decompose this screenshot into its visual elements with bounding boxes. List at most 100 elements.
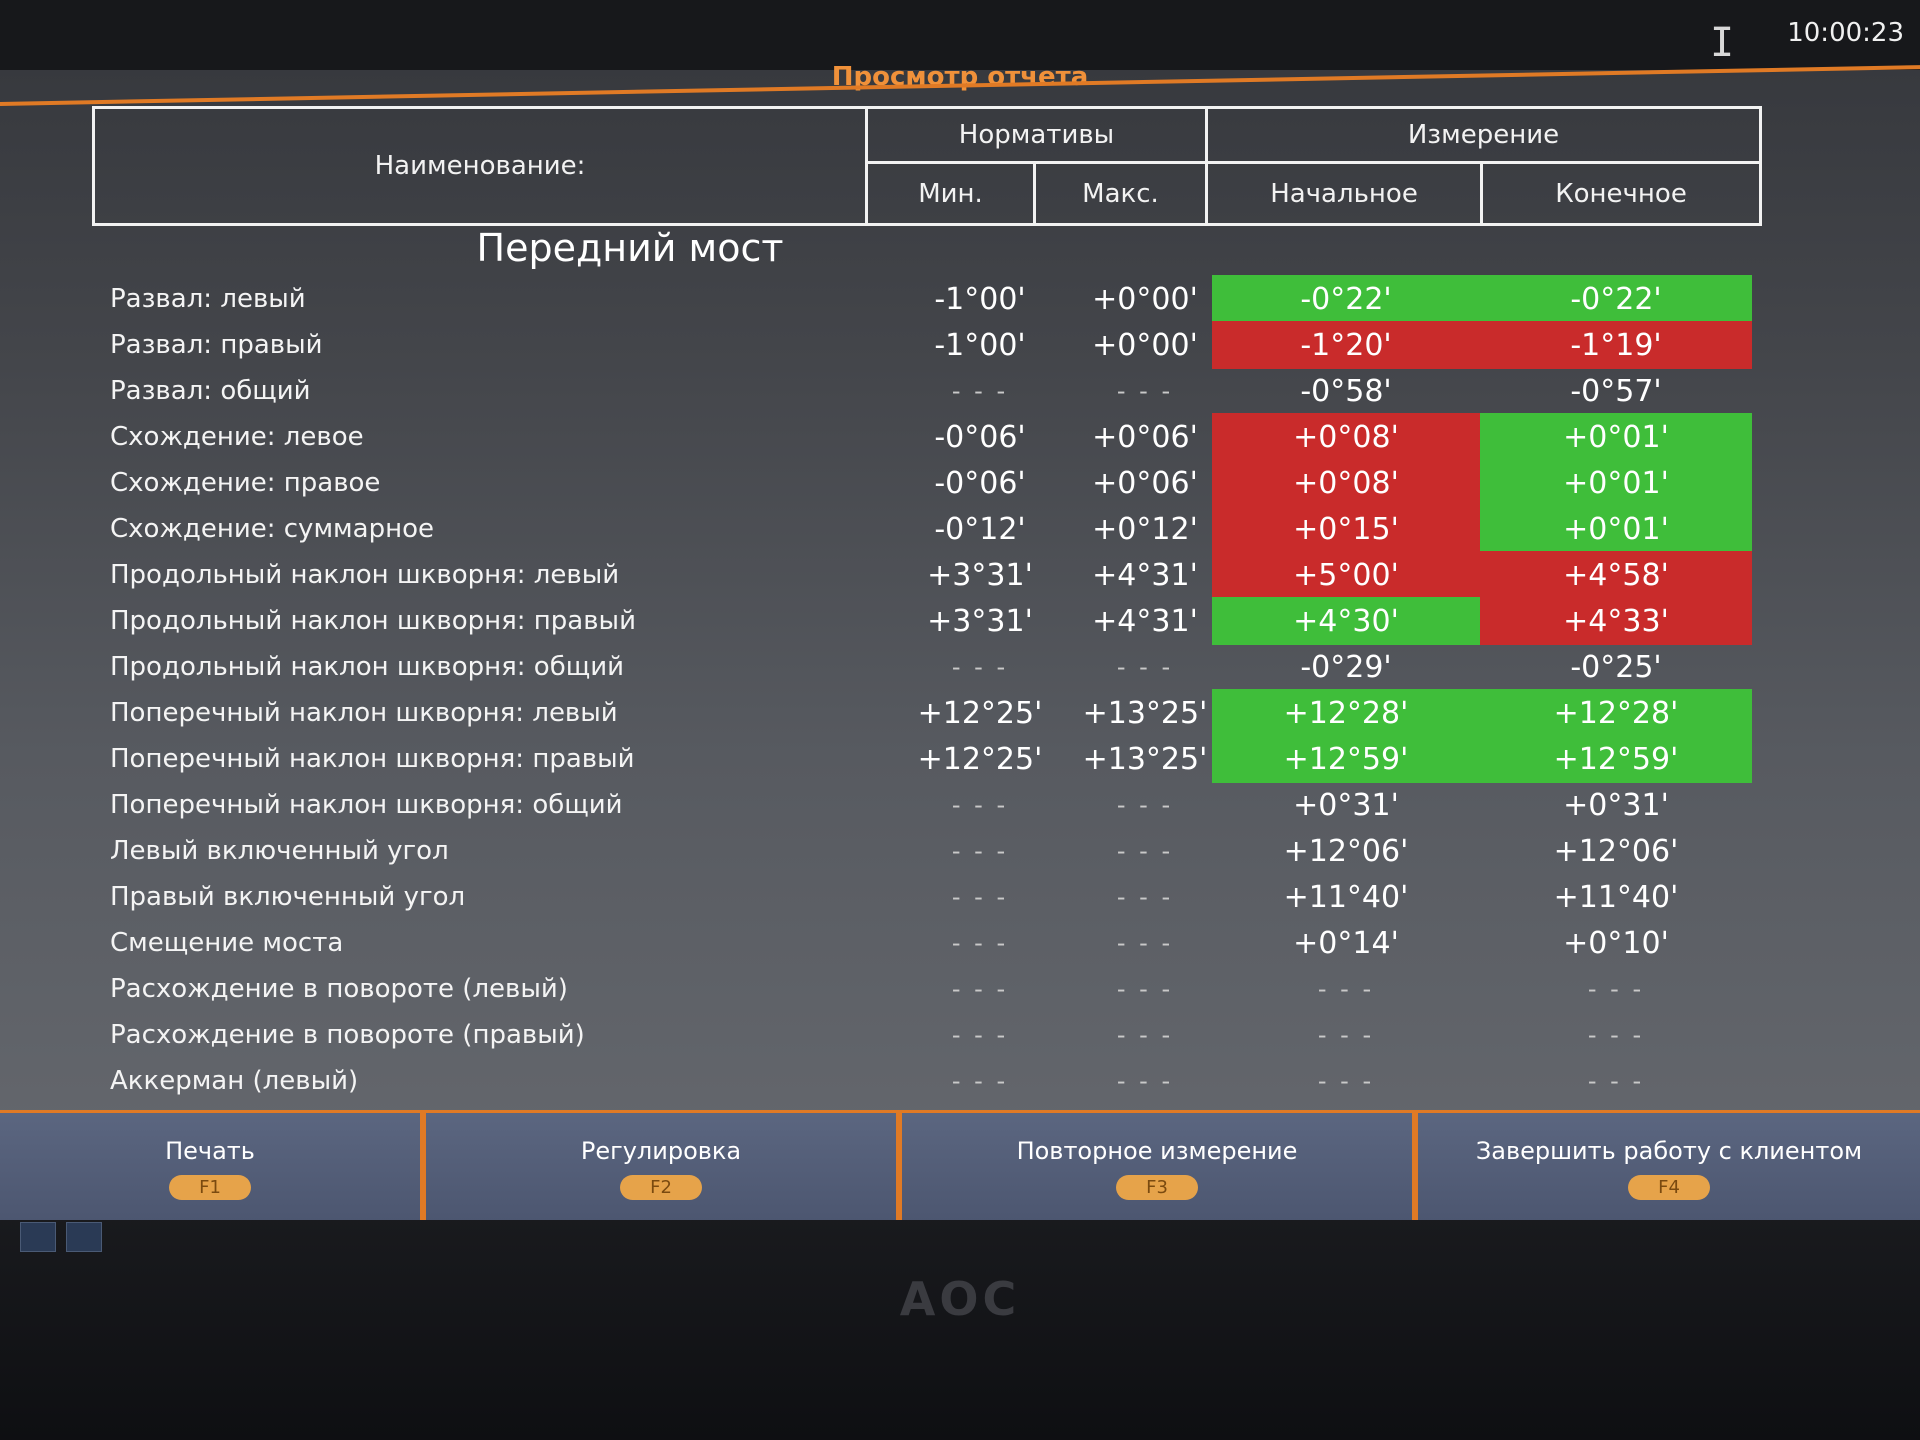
cell-name: Продольный наклон шкворня: правый xyxy=(110,606,636,636)
cell-initial: -1°20' xyxy=(1212,321,1480,369)
cell-final: -0°25' xyxy=(1570,649,1662,685)
cell-initial: -0°29' xyxy=(1300,649,1392,685)
cell-final: -1°19' xyxy=(1480,321,1752,369)
cell-initial: +12°59' xyxy=(1212,735,1480,783)
table-row: Расхождение в повороте (левый) - - - - - -… xyxy=(0,965,1920,1013)
cell-min: - - - xyxy=(951,883,1009,911)
f4-key-badge: F4 xyxy=(1628,1174,1710,1200)
cell-max: +0°12' xyxy=(1092,511,1198,547)
cell-final: -0°57' xyxy=(1570,373,1662,409)
cell-max: +0°06' xyxy=(1092,419,1198,455)
cell-min: - - - xyxy=(951,975,1009,1003)
taskbar xyxy=(20,1222,110,1252)
cell-max: +0°00' xyxy=(1092,281,1198,317)
cell-initial: -0°22' xyxy=(1212,275,1480,323)
cell-name: Поперечный наклон шкворня: общий xyxy=(110,790,623,820)
cell-name: Аккерман (левый) xyxy=(110,1066,359,1096)
cell-name: Расхождение в повороте (левый) xyxy=(110,974,568,1004)
header-initial: Начальное xyxy=(1270,178,1418,209)
table-row: Поперечный наклон шкворня: правый +12°25'… xyxy=(0,735,1920,783)
cell-initial: +0°15' xyxy=(1212,505,1480,553)
clock: 10:00:23 xyxy=(1787,18,1904,48)
table-row: Развал: левый -1°00' +0°00' -0°22' -0°22' xyxy=(0,275,1920,323)
remeasure-button[interactable]: Повторное измерение F3 xyxy=(902,1113,1412,1220)
cell-max: - - - xyxy=(1116,653,1174,681)
cell-final: +0°01' xyxy=(1480,413,1752,461)
section-title: Передний мост xyxy=(476,226,784,270)
cell-initial: +11°40' xyxy=(1283,879,1409,915)
print-label: Печать xyxy=(165,1136,255,1165)
cell-min: - - - xyxy=(951,791,1009,819)
cell-final: +0°31' xyxy=(1563,787,1669,823)
cell-name: Схождение: суммарное xyxy=(110,514,435,544)
cell-max: - - - xyxy=(1116,837,1174,865)
cell-final: +0°01' xyxy=(1480,505,1752,553)
cell-min: +3°31' xyxy=(927,557,1033,593)
header-max: Макс. xyxy=(1082,178,1159,209)
print-button[interactable]: Печать F1 xyxy=(0,1113,420,1220)
cell-max: +13°25' xyxy=(1082,695,1208,731)
window-icon[interactable] xyxy=(20,1222,56,1252)
cell-initial: - - - xyxy=(1317,1021,1375,1049)
header-min: Мин. xyxy=(918,178,983,209)
table-row: Правый включенный угол - - - - - - +11°40' +… xyxy=(0,873,1920,921)
top-bar: I 10:00:23 xyxy=(0,0,1920,70)
cell-final: +12°06' xyxy=(1553,833,1679,869)
cell-initial: - - - xyxy=(1317,975,1375,1003)
cell-min: -0°12' xyxy=(934,511,1026,547)
table-row: Аккерман (левый) - - - - - - - - - - - - xyxy=(0,1057,1920,1105)
cell-name: Схождение: правое xyxy=(110,468,381,498)
header-name: Наименование: xyxy=(374,151,586,181)
cell-min: +12°25' xyxy=(917,695,1043,731)
cell-min: -0°06' xyxy=(934,419,1026,455)
cell-name: Развал: правый xyxy=(110,330,323,360)
cell-name: Продольный наклон шкворня: левый xyxy=(110,560,620,590)
cell-initial: +0°31' xyxy=(1293,787,1399,823)
table-row: Схождение: левое -0°06' +0°06' +0°08' +0°01' xyxy=(0,413,1920,461)
table-row: Продольный наклон шкворня: правый +3°31' +… xyxy=(0,597,1920,645)
header-final: Конечное xyxy=(1555,178,1687,209)
cell-initial: +0°08' xyxy=(1212,459,1480,507)
cell-final: +12°59' xyxy=(1480,735,1752,783)
table-row: Смещение моста - - - - - - +0°14' +0°10' xyxy=(0,919,1920,967)
cell-max: +13°25' xyxy=(1082,741,1208,777)
table-row: Продольный наклон шкворня: левый +3°31' +4… xyxy=(0,551,1920,599)
cell-max: +4°31' xyxy=(1092,603,1198,639)
finish-client-button[interactable]: Завершить работу с клиентом F4 xyxy=(1418,1113,1920,1220)
table-row: Схождение: суммарное -0°12' +0°12' +0°15' +0… xyxy=(0,505,1920,553)
cell-final: +0°01' xyxy=(1480,459,1752,507)
cell-final: +12°28' xyxy=(1480,689,1752,737)
check-icon[interactable] xyxy=(66,1222,102,1252)
cell-max: - - - xyxy=(1116,1067,1174,1095)
adjustment-button[interactable]: Регулировка F2 xyxy=(426,1113,896,1220)
cell-max: - - - xyxy=(1116,377,1174,405)
cell-name: Развал: левый xyxy=(110,284,306,314)
cell-min: -0°06' xyxy=(934,465,1026,501)
table-row: Развал: общий - - - - - - -0°58' -0°57' xyxy=(0,367,1920,415)
table-row: Развал: правый -1°00' +0°00' -1°20' -1°19' xyxy=(0,321,1920,369)
cell-name: Расхождение в повороте (правый) xyxy=(110,1020,585,1050)
cell-min: - - - xyxy=(951,653,1009,681)
adjustment-label: Регулировка xyxy=(580,1136,742,1165)
cell-max: +4°31' xyxy=(1092,557,1198,593)
cell-name: Развал: общий xyxy=(110,376,311,406)
cell-min: - - - xyxy=(951,377,1009,405)
cell-max: - - - xyxy=(1116,975,1174,1003)
table-row: Расхождение в повороте (правый) - - - - - … xyxy=(0,1011,1920,1059)
cell-name: Продольный наклон шкворня: общий xyxy=(110,652,625,682)
cell-name: Правый включенный угол xyxy=(110,882,466,912)
cell-final: +11°40' xyxy=(1553,879,1679,915)
cell-min: -1°00' xyxy=(934,327,1026,363)
function-bar: Печать F1 Регулировка F2 Повторное измер… xyxy=(0,1110,1920,1220)
cell-max: +0°00' xyxy=(1092,327,1198,363)
f1-key-badge: F1 xyxy=(169,1174,251,1200)
finish-client-label: Завершить работу с клиентом xyxy=(1475,1136,1863,1165)
cell-max: - - - xyxy=(1116,791,1174,819)
cell-min: +3°31' xyxy=(927,603,1033,639)
screen: I 10:00:23 Просмотр отчета Наименование:… xyxy=(0,0,1920,1220)
monitor-logo: AOC xyxy=(899,1272,1021,1326)
cell-final: +0°10' xyxy=(1563,925,1669,961)
cell-final: - - - xyxy=(1587,1021,1645,1049)
cell-min: - - - xyxy=(951,929,1009,957)
cell-name: Смещение моста xyxy=(110,928,344,958)
